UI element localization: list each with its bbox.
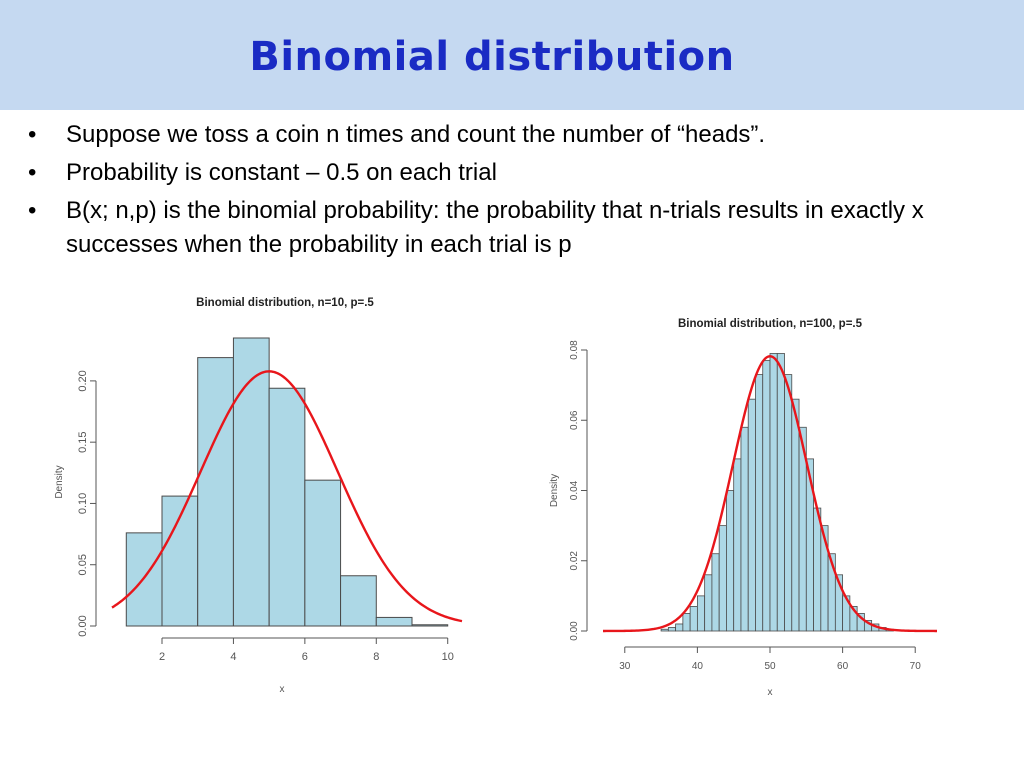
chart-title: Binomial distribution, n=100, p=.5 <box>678 318 863 330</box>
y-tick-label: 0.00 <box>77 615 89 636</box>
normal-curve <box>111 370 463 623</box>
histogram-bar <box>784 374 793 632</box>
histogram-bar <box>704 574 713 632</box>
x-tick-label: 40 <box>692 661 704 672</box>
histogram-bar <box>813 507 822 632</box>
histogram-bar <box>268 387 306 627</box>
bullet-item: • B(x; n,p) is the binomial probability:… <box>28 194 988 262</box>
y-tick-label: 0.08 <box>569 340 580 360</box>
bullet-marker: • <box>28 121 37 148</box>
bullet-marker: • <box>28 197 37 224</box>
x-tick-label: 50 <box>764 661 776 672</box>
histogram-bar <box>660 628 669 632</box>
histogram-bar <box>232 337 270 627</box>
histogram-bar <box>675 623 684 632</box>
x-tick-label: 60 <box>837 661 849 672</box>
y-axis-label: Density <box>549 474 560 507</box>
histogram-bar <box>304 479 342 627</box>
bullet-list: • Suppose we toss a coin n times and cou… <box>28 118 988 266</box>
bullet-text: Probability is constant – 0.5 on each tr… <box>66 159 497 186</box>
histogram-bar <box>197 357 234 627</box>
bullet-item: • Probability is constant – 0.5 on each … <box>28 156 988 190</box>
histogram-bar <box>769 353 778 632</box>
y-tick-label: 0.02 <box>569 551 580 571</box>
histogram-bar <box>689 606 698 632</box>
x-tick-label: 2 <box>159 651 165 663</box>
histogram-chart-n100: Binomial distribution, n=100, p=.5 0.00 0.… <box>549 318 937 698</box>
histogram-bar <box>776 353 785 632</box>
y-tick-label: 0.20 <box>77 370 89 391</box>
bullet-item: • Suppose we toss a coin n times and cou… <box>28 118 988 152</box>
y-axis-label: Density <box>54 465 65 498</box>
y-tick-label: 0.04 <box>569 480 580 500</box>
slide-title: Binomial distribution <box>249 34 735 80</box>
normal-curve <box>603 355 937 633</box>
histogram-bar <box>762 360 771 632</box>
histogram-bar <box>726 490 735 632</box>
x-axis-label: x <box>768 687 773 698</box>
histogram-bar <box>718 525 727 632</box>
y-tick-label: 0.05 <box>77 554 89 575</box>
histogram-bar <box>733 458 742 632</box>
y-tick-label: 0.10 <box>77 493 89 514</box>
histogram-bar <box>667 627 677 632</box>
x-tick-label: 70 <box>910 661 922 672</box>
y-tick-label: 0.15 <box>77 431 89 452</box>
histogram-bar <box>755 374 764 632</box>
x-tick-label: 8 <box>373 651 379 663</box>
histogram-chart-n10: Binomial distribution, n=10, p=.5 0.00 0.0… <box>54 297 463 695</box>
bullet-text: B(x; n,p) is the binomial probability: t… <box>66 197 924 258</box>
histogram-bar <box>375 616 413 627</box>
bullet-marker: • <box>28 159 37 186</box>
histogram-bar <box>711 553 720 632</box>
histogram-bar <box>411 624 449 627</box>
histogram-bar <box>682 613 691 632</box>
histogram-bar <box>747 398 756 632</box>
histogram-bar <box>696 595 706 632</box>
histogram-bar <box>791 398 800 632</box>
x-axis-label: x <box>280 684 285 695</box>
x-tick-label: 4 <box>230 651 236 663</box>
x-tick-label: 10 <box>442 651 454 663</box>
bullet-text: Suppose we toss a coin n times and count… <box>66 121 766 148</box>
y-tick-label: 0.00 <box>569 621 580 641</box>
title-band <box>0 0 1024 110</box>
histogram-bar <box>340 575 377 627</box>
chart-title: Binomial distribution, n=10, p=.5 <box>196 297 374 309</box>
histogram-bar <box>740 426 749 632</box>
x-tick-label: 30 <box>619 661 631 672</box>
x-tick-label: 6 <box>302 651 308 663</box>
y-tick-label: 0.06 <box>569 410 580 430</box>
